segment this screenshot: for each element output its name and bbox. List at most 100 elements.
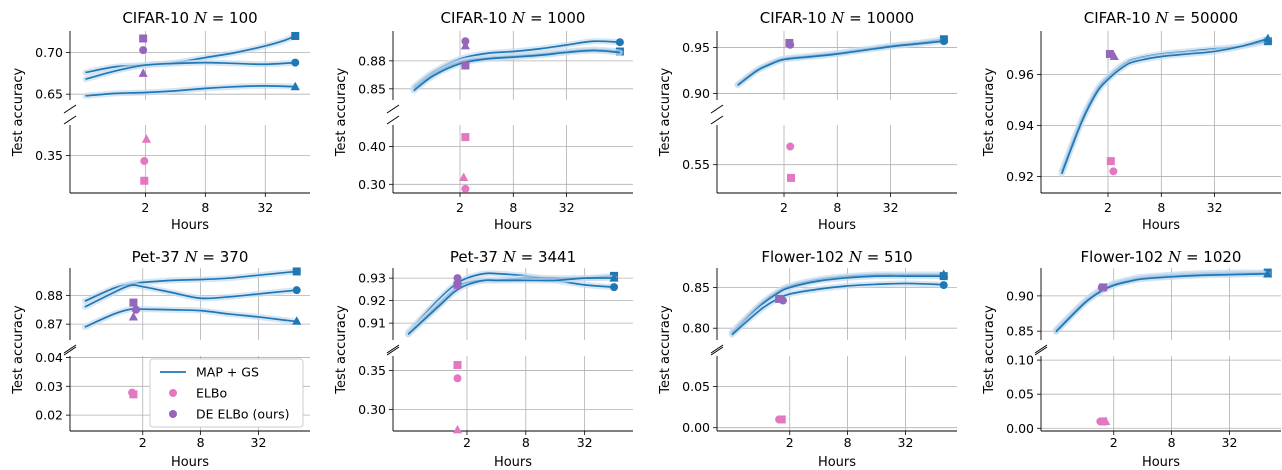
title-n-value: = 510 bbox=[862, 248, 913, 266]
y-tick-label: 0.85 bbox=[358, 81, 386, 96]
x-axis-label: Hours bbox=[171, 455, 209, 470]
title-n-symbol: N bbox=[848, 248, 863, 266]
break-slash bbox=[710, 115, 724, 125]
x-tick-label: 8 bbox=[509, 200, 517, 215]
series-end-marker bbox=[939, 37, 948, 46]
title-dataset: Flower-102 bbox=[1081, 248, 1169, 266]
y-axis-label: Test accuracy bbox=[11, 305, 26, 395]
x-tick-label: 2 bbox=[1104, 200, 1112, 215]
axes-bottom: 0.30 0.40 bbox=[358, 125, 633, 193]
y-tick-label: 0.04 bbox=[35, 350, 63, 365]
de-elbo-point bbox=[1099, 283, 1108, 292]
axes-top: 0.85 0.90 bbox=[1006, 268, 1281, 340]
x-tick-label: 2 bbox=[780, 200, 788, 215]
break-slash bbox=[386, 104, 400, 114]
break-slash bbox=[1034, 344, 1048, 354]
title-dataset: Pet-37 bbox=[450, 248, 503, 266]
y-axis-label: Test accuracy bbox=[982, 68, 997, 158]
series-line bbox=[407, 277, 615, 335]
subplot-title: CIFAR-10 N = 50000 bbox=[1084, 9, 1238, 27]
axis-break-mark bbox=[63, 344, 77, 356]
de-elbo-point bbox=[139, 46, 148, 55]
de-elbo-point bbox=[139, 34, 148, 43]
series-band bbox=[728, 280, 947, 338]
axis-break-mark bbox=[1034, 344, 1048, 356]
de-elbo-point bbox=[1109, 51, 1119, 61]
series-line bbox=[1060, 40, 1269, 172]
series-end-marker bbox=[939, 281, 948, 290]
axis-break-mark bbox=[63, 104, 77, 125]
x-axis-label: Hours bbox=[494, 455, 532, 470]
title-n-value: = 1000 bbox=[525, 9, 585, 27]
x-tick-label: 2 bbox=[786, 435, 794, 450]
de-elbo-point bbox=[128, 311, 139, 321]
subplot-8: Flower-102 N = 1020 0.85 0.90 0.00 0.05 0.10 2… bbox=[982, 248, 1281, 470]
series-line bbox=[407, 272, 615, 333]
axis-break-mark bbox=[710, 344, 724, 356]
series-line bbox=[1055, 273, 1268, 333]
series-line bbox=[413, 49, 620, 92]
title-dataset: CIFAR-10 bbox=[441, 9, 513, 27]
title-n-value: = 50000 bbox=[1168, 9, 1238, 27]
x-tick-label: 2 bbox=[141, 200, 149, 215]
y-tick-label: 0.40 bbox=[358, 139, 386, 154]
title-n-symbol: N bbox=[511, 9, 526, 27]
y-tick-label: 0.95 bbox=[682, 40, 710, 55]
title-dataset: CIFAR-10 bbox=[1084, 9, 1156, 27]
subplot-title: CIFAR-10 N = 1000 bbox=[441, 9, 586, 27]
y-tick-label: 0.90 bbox=[1006, 288, 1034, 303]
y-tick-label: 0.10 bbox=[1006, 353, 1034, 368]
series-band bbox=[1058, 38, 1271, 175]
title-dataset: Flower-102 bbox=[761, 248, 849, 266]
break-slash bbox=[386, 115, 400, 125]
title-n-value: = 10000 bbox=[844, 9, 914, 27]
title-n-symbol: N bbox=[830, 9, 845, 27]
elbo-point bbox=[140, 157, 149, 166]
y-tick-label: 0.00 bbox=[1006, 421, 1034, 436]
y-axis-label: Test accuracy bbox=[11, 68, 26, 158]
series-line bbox=[731, 282, 944, 336]
x-axis-label: Hours bbox=[818, 218, 856, 233]
y-tick-label: 0.92 bbox=[358, 293, 386, 308]
de-elbo-point bbox=[129, 298, 138, 307]
elbo-point bbox=[141, 134, 152, 143]
elbo-point bbox=[461, 184, 470, 193]
y-axis-label: Test accuracy bbox=[982, 305, 997, 395]
y-tick-label: 0.65 bbox=[35, 87, 63, 102]
y-tick-label: 0.80 bbox=[682, 321, 710, 336]
x-tick-label: 32 bbox=[251, 435, 267, 450]
series-end-marker bbox=[291, 31, 300, 40]
y-tick-label: 0.00 bbox=[682, 420, 710, 435]
break-slash bbox=[1034, 346, 1048, 356]
y-tick-label: 0.35 bbox=[358, 363, 386, 378]
series-end-marker bbox=[615, 38, 624, 47]
subplot-3: CIFAR-10 N = 10000 0.90 0.95 0.55 2 8 32 Hours T… bbox=[658, 9, 957, 233]
subplot-5: Pet-37 N = 370 0.87 0.88 0.02 0.03 0.04 2 8 32 Ho… bbox=[11, 248, 310, 470]
subplot-6: Pet-37 N = 3441 0.91 0.92 0.93 0.30 0.35 2 8 32 H… bbox=[334, 248, 633, 470]
break-slash bbox=[63, 344, 77, 354]
subplot-1: CIFAR-10 N = 100 0.65 0.70 0.35 2 8 32 Hours Tes… bbox=[11, 9, 310, 233]
x-tick-label: 32 bbox=[1207, 200, 1223, 215]
x-tick-label: 8 bbox=[201, 200, 209, 215]
y-tick-label: 0.96 bbox=[1006, 67, 1034, 82]
axis-break-mark bbox=[386, 344, 400, 356]
break-slash bbox=[710, 346, 724, 356]
legend-frame bbox=[149, 358, 304, 428]
axes-bottom: 0.55 bbox=[682, 125, 957, 193]
y-tick-label: 0.30 bbox=[358, 402, 386, 417]
axes-bottom: 0.00 0.05 0.10 bbox=[1006, 353, 1281, 436]
series-end-marker bbox=[939, 272, 948, 281]
y-tick-label: 0.87 bbox=[35, 317, 63, 332]
title-n-value: = 1020 bbox=[1181, 248, 1241, 266]
series-line bbox=[84, 307, 297, 328]
y-tick-label: 0.05 bbox=[1006, 387, 1034, 402]
subplot-2: CIFAR-10 N = 1000 0.85 0.88 0.30 0.40 2 8 32 Hou… bbox=[334, 9, 633, 233]
title-n-symbol: N bbox=[1154, 9, 1169, 27]
break-slash bbox=[710, 104, 724, 114]
x-axis-label: Hours bbox=[1142, 455, 1180, 470]
y-tick-label: 0.03 bbox=[35, 379, 63, 394]
legend-de-marker bbox=[169, 410, 177, 418]
y-tick-label: 0.88 bbox=[35, 288, 63, 303]
y-axis-label: Test accuracy bbox=[658, 305, 673, 395]
series-band bbox=[1058, 35, 1271, 177]
